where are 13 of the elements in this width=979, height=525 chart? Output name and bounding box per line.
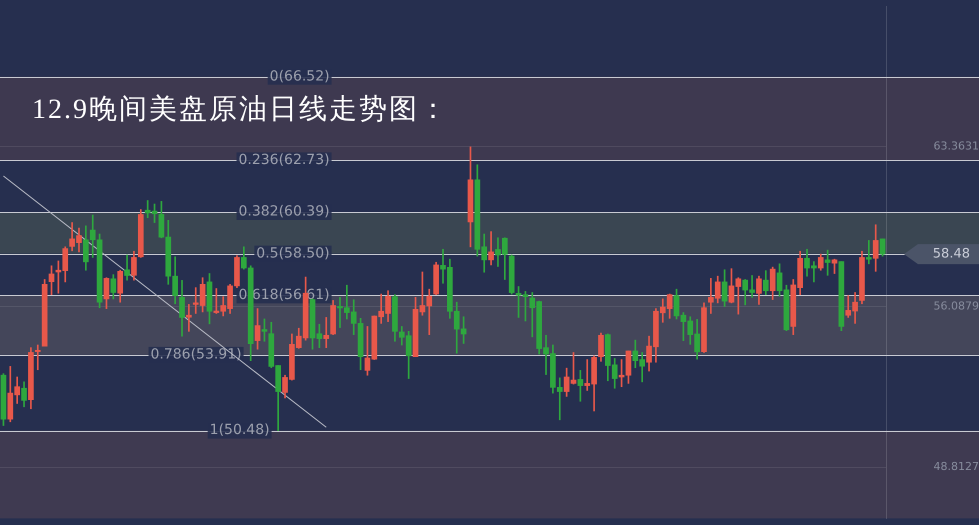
candlestick xyxy=(488,231,494,266)
ref-line-label: 0.382(60.39) xyxy=(238,204,330,220)
y-tick-label: 63.3631 xyxy=(934,139,979,152)
candlestick xyxy=(124,254,130,280)
candlestick xyxy=(262,318,268,342)
annotation: 58.48 xyxy=(932,246,970,262)
text: 12.9晚间美盘原油日线走势图： xyxy=(32,93,449,127)
ref-line-label: 0.236(62.73) xyxy=(238,152,330,168)
y-tick-label: 56.0879 xyxy=(934,300,979,313)
ref-line-label: 0.5(58.50) xyxy=(256,245,330,262)
ref-line-label: 1(50.48) xyxy=(210,422,270,438)
y-tick-label: 48.8127 xyxy=(934,460,979,474)
ref-line-label: 0(66.52) xyxy=(270,68,330,84)
